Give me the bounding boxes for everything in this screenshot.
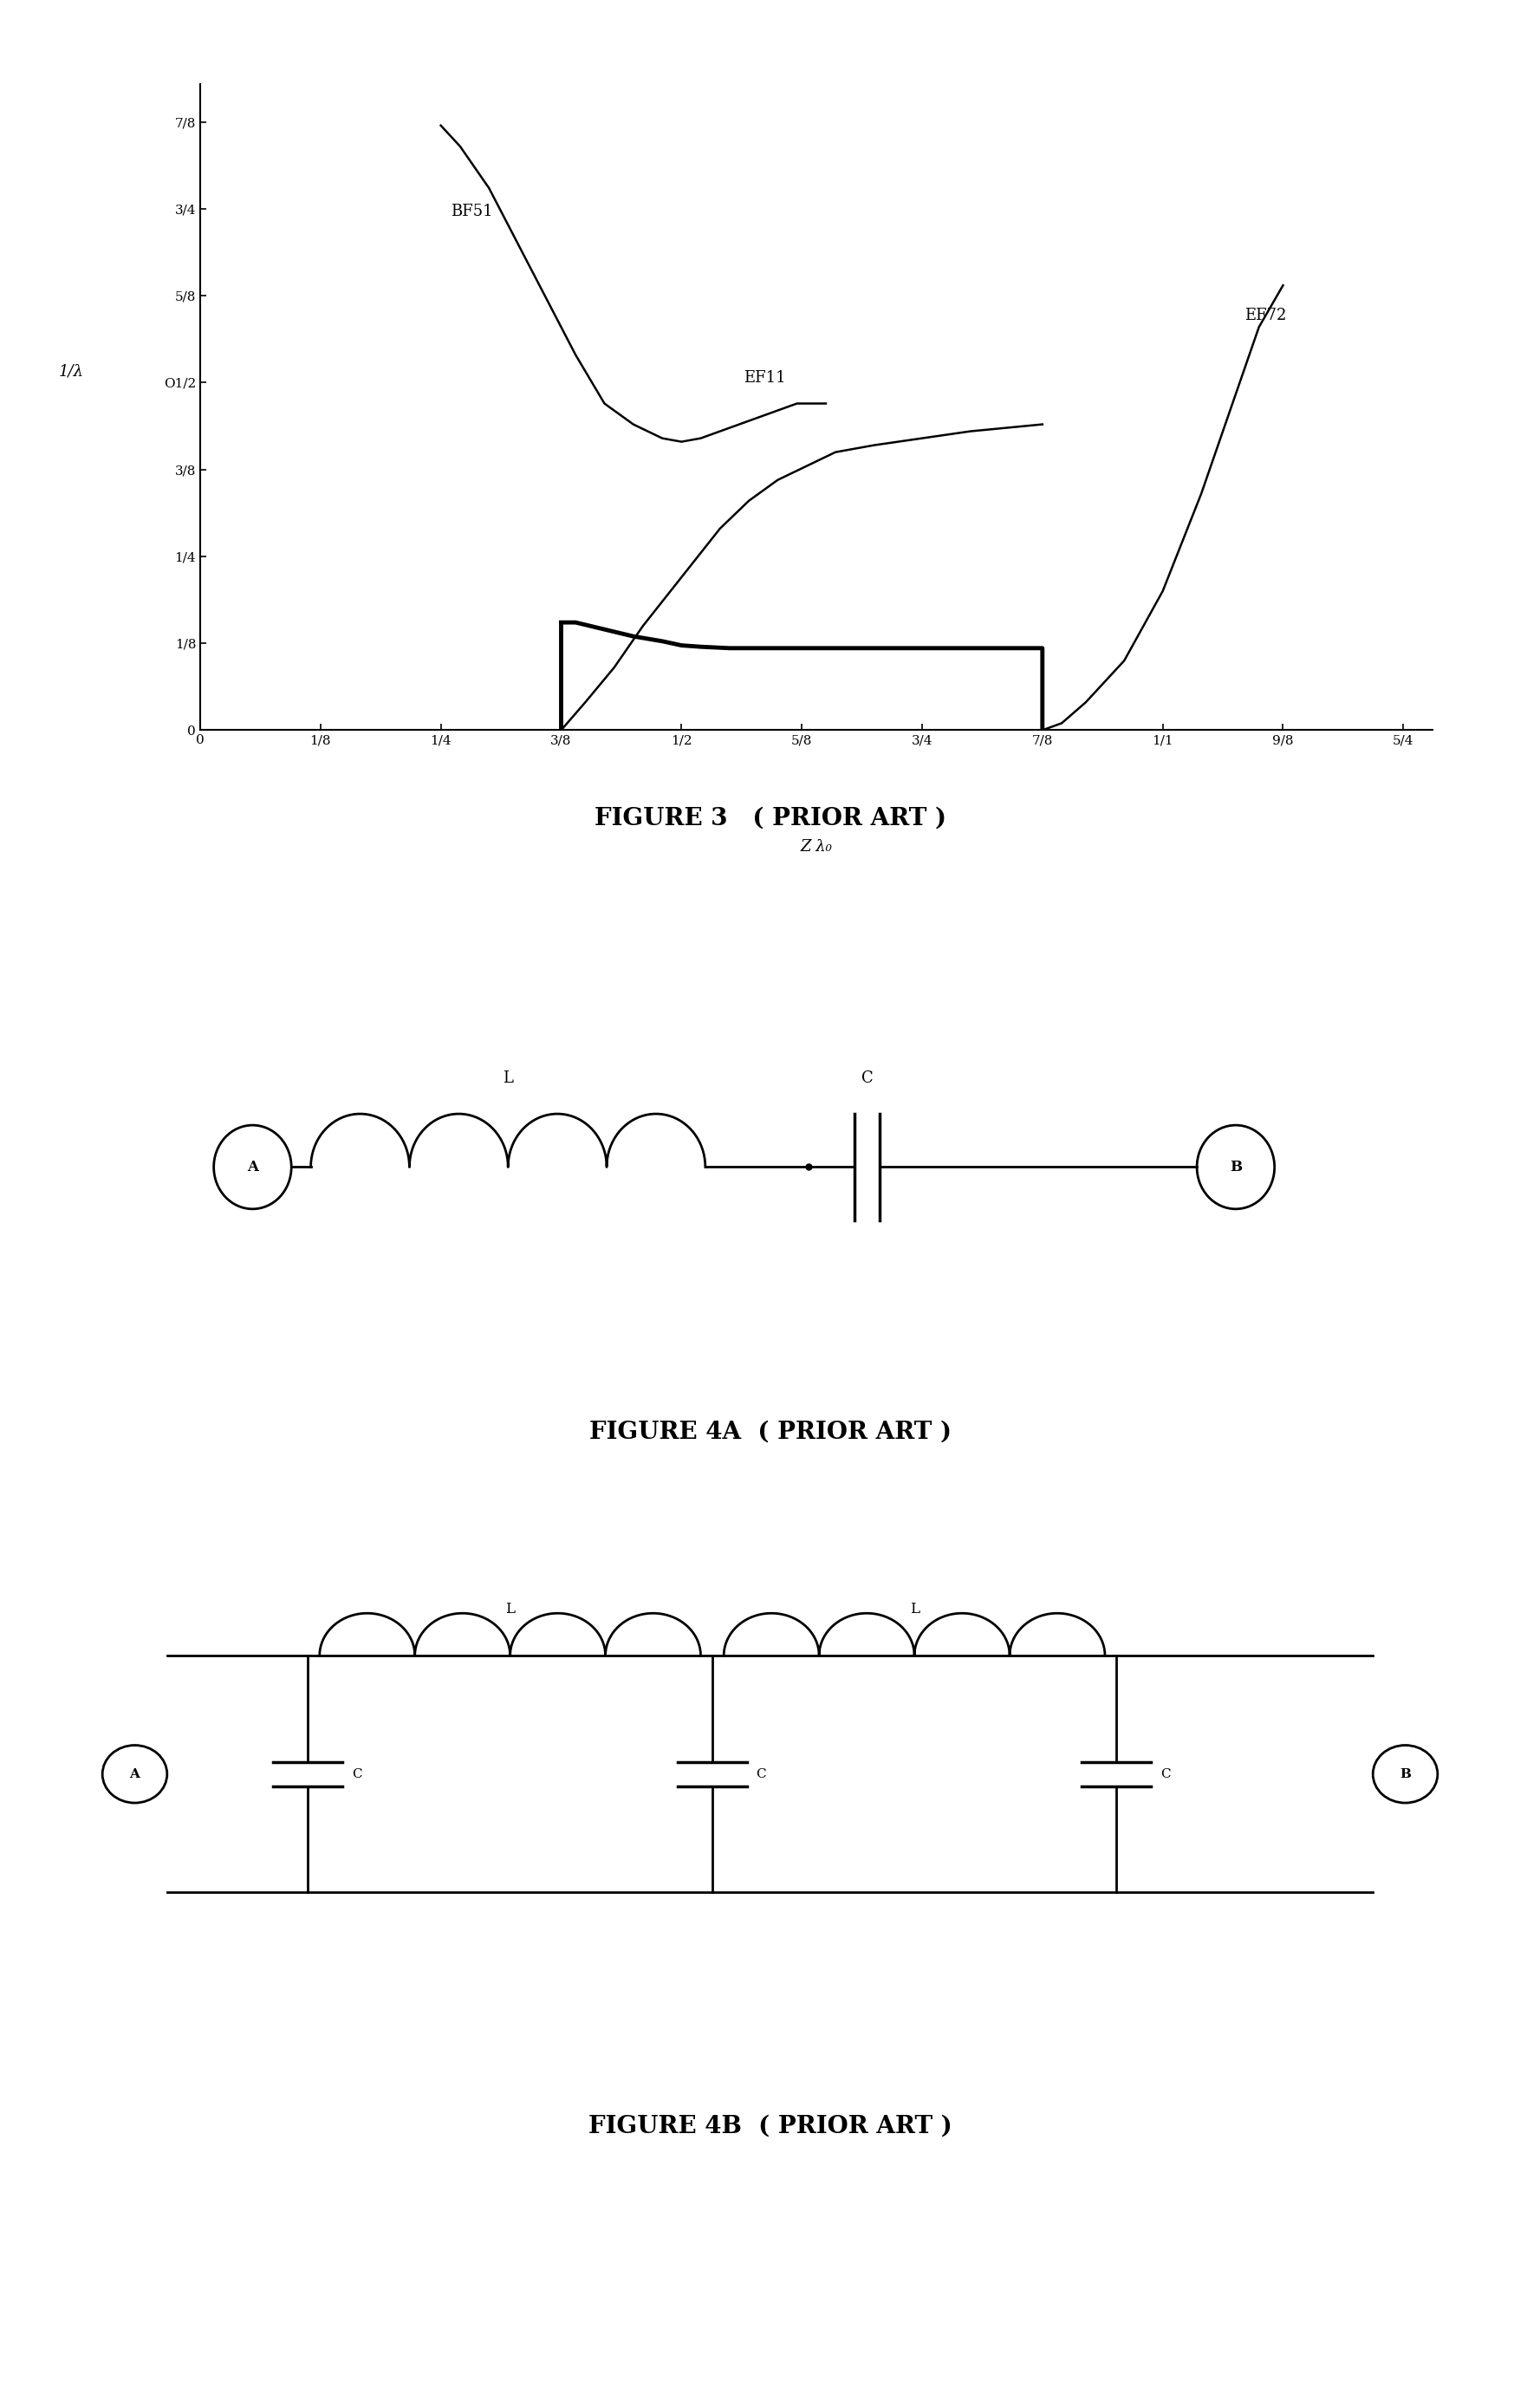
Text: 1/λ: 1/λ — [59, 364, 83, 378]
Text: B: B — [1400, 1769, 1411, 1781]
Text: EF72: EF72 — [1244, 309, 1286, 323]
Text: C: C — [353, 1769, 362, 1781]
Text: FIGURE 3   ( PRIOR ART ): FIGURE 3 ( PRIOR ART ) — [594, 807, 946, 831]
Text: C: C — [1161, 1769, 1170, 1781]
Text: L: L — [505, 1602, 514, 1616]
Text: C: C — [756, 1769, 767, 1781]
Text: L: L — [504, 1070, 513, 1087]
Text: B: B — [1229, 1159, 1241, 1175]
Text: FIGURE 4A  ( PRIOR ART ): FIGURE 4A ( PRIOR ART ) — [588, 1420, 952, 1444]
Text: A: A — [246, 1159, 259, 1175]
Text: EF11: EF11 — [744, 371, 785, 385]
Text: FIGURE 4B  ( PRIOR ART ): FIGURE 4B ( PRIOR ART ) — [588, 2114, 952, 2138]
Text: C: C — [861, 1070, 873, 1087]
Text: L: L — [910, 1602, 919, 1616]
Text: Z λ₀: Z λ₀ — [801, 838, 832, 855]
Text: BF51: BF51 — [451, 203, 493, 220]
Text: A: A — [129, 1769, 140, 1781]
